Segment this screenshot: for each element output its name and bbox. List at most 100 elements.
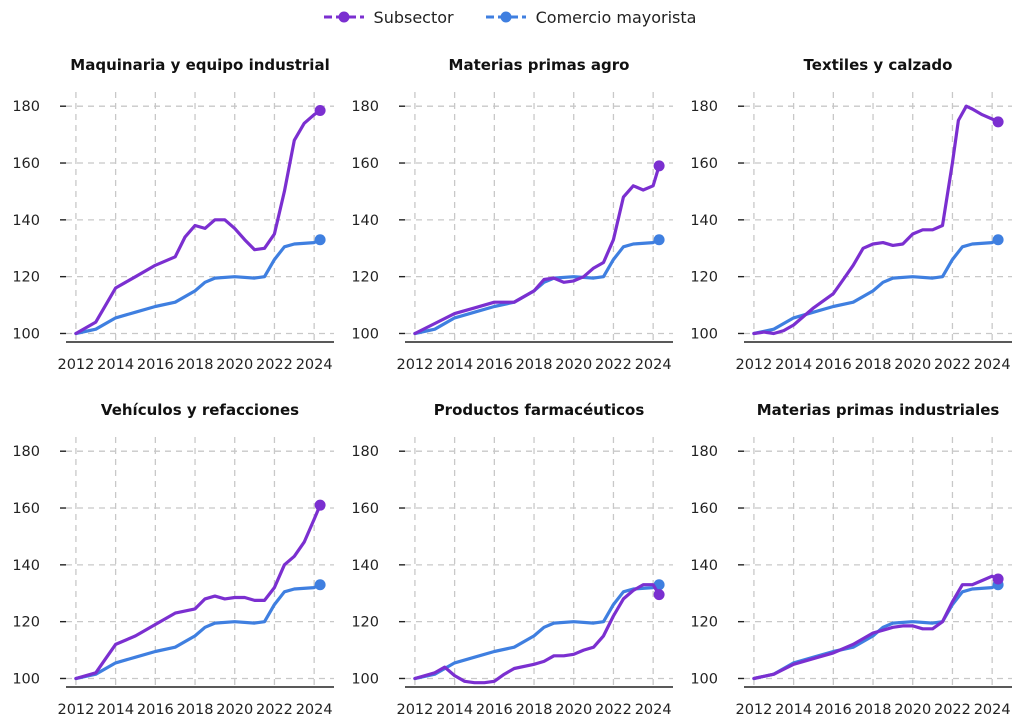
x-tick-label: 2024 [635, 357, 672, 373]
x-tick-label: 2018 [177, 357, 214, 373]
y-tick-label: 120 [12, 615, 40, 631]
y-tick-label: 160 [690, 156, 718, 172]
legend-label-subsector: Subsector [373, 7, 454, 27]
x-tick-label: 2014 [97, 357, 134, 373]
y-tick-label: 180 [351, 99, 379, 115]
subsector-series-end-marker [314, 499, 326, 511]
x-tick-label: 2022 [256, 357, 293, 373]
x-tick-label: 2020 [555, 702, 592, 718]
y-tick-label: 140 [690, 558, 718, 574]
x-tick-label: 2018 [516, 357, 553, 373]
y-tick-label: 180 [690, 99, 718, 115]
x-tick-label: 2020 [555, 357, 592, 373]
y-tick-label: 160 [351, 501, 379, 517]
wholesale-series-line [413, 583, 661, 681]
x-tick-label: 2024 [974, 357, 1011, 373]
panel-title: Vehículos y refacciones [101, 401, 299, 419]
x-tick-label: 2024 [296, 702, 333, 718]
x-tick-label: 2012 [57, 357, 94, 373]
y-tick-label: 160 [690, 501, 718, 517]
wholesale-series-end-marker [653, 234, 665, 246]
y-tick-label: 160 [12, 156, 40, 172]
y-tick-label: 140 [12, 213, 40, 229]
x-tick-label: 2012 [396, 702, 433, 718]
wholesale-series-end-marker [314, 234, 326, 246]
subsector-series-line [74, 108, 322, 336]
subsector-series-end-marker [992, 573, 1004, 585]
x-tick-label: 2020 [894, 702, 931, 718]
x-tick-label: 2012 [735, 357, 772, 373]
y-tick-label: 180 [12, 99, 40, 115]
x-tick-label: 2012 [735, 702, 772, 718]
subsector-series-line [413, 583, 661, 685]
panel-title: Maquinaria y equipo industrial [70, 56, 329, 74]
panel-title: Materias primas agro [449, 56, 630, 74]
x-tick-label: 2012 [57, 702, 94, 718]
y-tick-label: 120 [351, 615, 379, 631]
x-tick-label: 2024 [296, 357, 333, 373]
y-tick-label: 120 [351, 270, 379, 286]
panel-title: Textiles y calzado [804, 56, 953, 74]
x-tick-label: 2020 [216, 702, 253, 718]
x-tick-label: 2018 [177, 702, 214, 718]
x-tick-label: 2024 [635, 702, 672, 718]
legend-item-subsector[interactable]: Subsector [322, 8, 454, 27]
subsector-series-line [413, 164, 661, 336]
x-tick-label: 2016 [476, 702, 513, 718]
y-tick-label: 100 [351, 671, 379, 687]
y-tick-label: 100 [12, 326, 40, 342]
y-tick-label: 180 [351, 444, 379, 460]
subsector-series-end-marker [653, 160, 665, 172]
y-tick-label: 100 [690, 671, 718, 687]
subsector-series-end-marker [653, 589, 665, 601]
x-tick-label: 2014 [97, 702, 134, 718]
y-tick-label: 180 [690, 444, 718, 460]
x-tick-label: 2020 [894, 357, 931, 373]
y-tick-label: 100 [351, 326, 379, 342]
wholesale-series-line [74, 238, 322, 336]
wholesale-series-end-marker [314, 579, 326, 591]
x-tick-label: 2014 [436, 357, 473, 373]
wholesale-series-line [752, 238, 1000, 336]
wholesale-series-end-marker [992, 234, 1004, 246]
x-tick-label: 2022 [256, 702, 293, 718]
y-tick-label: 120 [690, 270, 718, 286]
x-tick-label: 2018 [855, 702, 892, 718]
x-tick-label: 2016 [137, 357, 174, 373]
x-tick-label: 2016 [815, 357, 852, 373]
x-tick-label: 2014 [775, 702, 812, 718]
x-tick-label: 2022 [595, 357, 632, 373]
y-tick-label: 140 [351, 558, 379, 574]
x-tick-label: 2016 [476, 357, 513, 373]
x-tick-label: 2022 [934, 357, 971, 373]
legend-swatch-wholesale [485, 11, 526, 23]
y-tick-label: 120 [12, 270, 40, 286]
x-tick-label: 2016 [815, 702, 852, 718]
subsector-series-end-marker [314, 104, 326, 116]
y-tick-label: 160 [351, 156, 379, 172]
x-tick-label: 2016 [137, 702, 174, 718]
x-tick-label: 2020 [216, 357, 253, 373]
legend: Subsector Comercio mayorista [0, 4, 1018, 30]
panel-title: Materias primas industriales [757, 401, 1000, 419]
y-tick-label: 180 [12, 444, 40, 460]
y-tick-label: 140 [351, 213, 379, 229]
subsector-series-end-marker [992, 116, 1004, 128]
x-tick-label: 2014 [775, 357, 812, 373]
y-tick-label: 100 [12, 671, 40, 687]
legend-label-wholesale: Comercio mayorista [535, 7, 697, 27]
x-tick-label: 2022 [934, 702, 971, 718]
x-tick-label: 2022 [595, 702, 632, 718]
subsector-series-line [752, 104, 1000, 336]
legend-swatch-subsector [323, 11, 364, 23]
y-tick-label: 140 [12, 558, 40, 574]
x-tick-label: 2012 [396, 357, 433, 373]
wholesale-series-line [74, 583, 322, 681]
x-tick-label: 2018 [855, 357, 892, 373]
x-tick-label: 2014 [436, 702, 473, 718]
panel-title: Productos farmacéuticos [434, 401, 645, 419]
subsector-series-line [752, 574, 1000, 681]
x-tick-label: 2018 [516, 702, 553, 718]
legend-item-wholesale[interactable]: Comercio mayorista [484, 7, 697, 27]
